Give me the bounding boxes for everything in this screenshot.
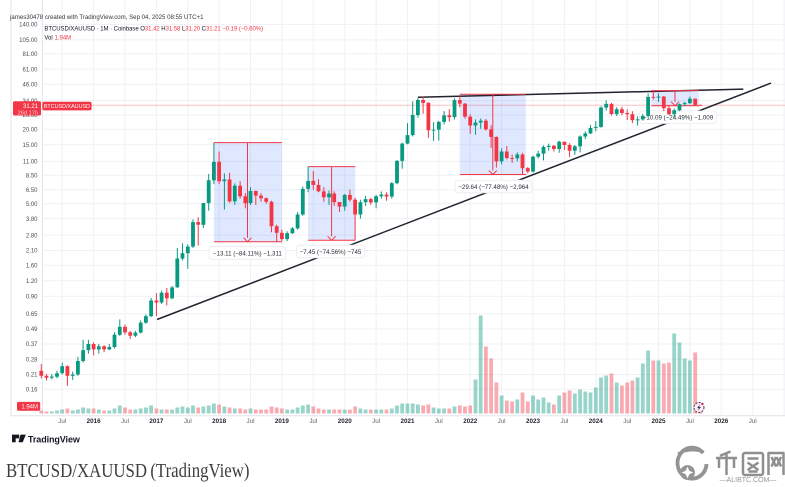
svg-text:46.00: 46.00: [22, 83, 38, 89]
svg-text:Jul: Jul: [309, 418, 317, 425]
svg-text:0.65: 0.65: [26, 312, 38, 318]
svg-text:26.00: 26.00: [22, 113, 38, 119]
svg-text:0.37: 0.37: [26, 342, 38, 348]
svg-text:1.60: 1.60: [26, 263, 38, 269]
svg-text:TradingView: TradingView: [28, 435, 81, 445]
svg-text:Jul: Jul: [121, 418, 129, 425]
svg-text:0.21: 0.21: [26, 373, 38, 379]
svg-text:Jul: Jul: [686, 418, 694, 425]
svg-text:Jul: Jul: [58, 418, 66, 425]
svg-text:Jul: Jul: [749, 418, 757, 425]
svg-text:Jul: Jul: [623, 418, 631, 425]
svg-text:1.20: 1.20: [26, 279, 38, 285]
svg-text:2018: 2018: [212, 418, 227, 425]
svg-text:Jul: Jul: [435, 418, 443, 425]
svg-text:BTCUSD/XAUUSD · 1M · Coinbase: BTCUSD/XAUUSD · 1M · Coinbase O31.42 H31…: [44, 27, 263, 33]
svg-text:5.00: 5.00: [26, 202, 38, 208]
svg-text:BTCUSD/XAUUSD: BTCUSD/XAUUSD: [44, 104, 90, 110]
svg-text:3.80: 3.80: [26, 217, 38, 223]
svg-text:0.49: 0.49: [26, 327, 38, 333]
svg-text:Vol: Vol: [44, 35, 52, 41]
svg-text:15.00: 15.00: [22, 143, 38, 149]
svg-text:0.28: 0.28: [26, 357, 38, 363]
svg-text:—ALIBTC.COM—: —ALIBTC.COM—: [720, 477, 777, 484]
svg-text:26d 17h: 26d 17h: [18, 110, 38, 116]
svg-text:james30478 created with Tradin: james30478 created with TradingView.com,…: [9, 14, 204, 21]
svg-text:2025: 2025: [651, 418, 666, 425]
svg-text:−29.64 (−77.48%) −2,964: −29.64 (−77.48%) −2,964: [458, 184, 529, 191]
svg-text:2019: 2019: [275, 418, 290, 425]
svg-text:Jul: Jul: [184, 418, 192, 425]
svg-text:2.80: 2.80: [26, 233, 38, 239]
svg-text:Jul: Jul: [498, 418, 506, 425]
svg-text:Jul: Jul: [560, 418, 568, 425]
svg-text:1.94M: 1.94M: [55, 35, 72, 41]
svg-text:81.00: 81.00: [22, 52, 38, 58]
svg-text:2024: 2024: [589, 418, 604, 425]
svg-text:20.00: 20.00: [22, 127, 38, 133]
svg-text:2023: 2023: [526, 418, 541, 425]
svg-text:2.10: 2.10: [26, 249, 38, 255]
svg-text:105.00: 105.00: [19, 38, 38, 44]
svg-text:1.94M: 1.94M: [21, 405, 38, 411]
svg-text:61.00: 61.00: [22, 67, 38, 73]
svg-text:31.21: 31.21: [23, 104, 39, 110]
svg-text:2026: 2026: [714, 418, 729, 425]
svg-text:−13.11 (−84.11%) −1,311: −13.11 (−84.11%) −1,311: [213, 250, 283, 257]
svg-text:2017: 2017: [149, 418, 164, 425]
svg-text:0.16: 0.16: [26, 387, 38, 393]
svg-text:2016: 2016: [87, 418, 102, 425]
svg-text:Jul: Jul: [247, 418, 255, 425]
svg-text:2022: 2022: [463, 418, 478, 425]
svg-text:140.00: 140.00: [19, 23, 38, 29]
svg-text:6.50: 6.50: [26, 188, 38, 194]
svg-text:2020: 2020: [338, 418, 353, 425]
svg-text:8.50: 8.50: [26, 174, 38, 180]
svg-text:Jul: Jul: [372, 418, 380, 425]
svg-text:−7.45 (−74.56%) −745: −7.45 (−74.56%) −745: [300, 249, 362, 256]
svg-text:11.00: 11.00: [23, 160, 38, 166]
svg-text:−10.09 (−24.49%) −1,009: −10.09 (−24.49%) −1,009: [643, 115, 714, 122]
svg-text:2021: 2021: [400, 418, 415, 425]
svg-text:0.90: 0.90: [26, 294, 38, 300]
